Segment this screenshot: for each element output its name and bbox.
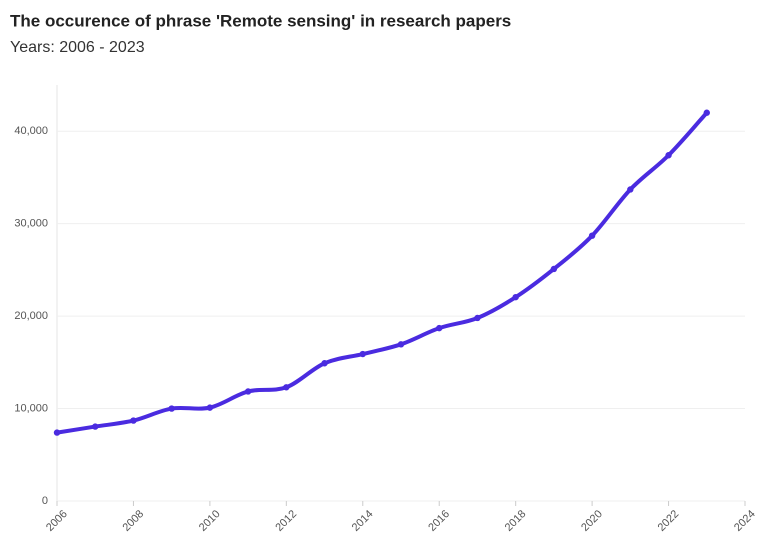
x-tick-label: 2024 bbox=[732, 508, 758, 534]
data-point bbox=[244, 388, 252, 395]
x-tick-label: 2006 bbox=[44, 508, 70, 534]
x-tick-label: 2016 bbox=[426, 508, 452, 534]
x-tick-label: 2008 bbox=[120, 508, 146, 534]
chart-title: The occurence of phrase 'Remote sensing'… bbox=[10, 11, 511, 30]
x-tick-label: 2018 bbox=[503, 508, 529, 534]
x-tick-label: 2010 bbox=[197, 508, 223, 534]
data-point bbox=[283, 384, 290, 391]
data-point bbox=[206, 404, 214, 411]
x-tick-label: 2020 bbox=[579, 508, 605, 534]
data-point bbox=[436, 324, 443, 332]
y-tick-label: 20,000 bbox=[14, 310, 48, 322]
x-tick-label: 2014 bbox=[350, 508, 376, 534]
data-point bbox=[550, 265, 558, 273]
y-tick-label: 10,000 bbox=[14, 402, 48, 414]
data-point bbox=[397, 341, 405, 348]
y-tick-label: 40,000 bbox=[14, 125, 48, 137]
data-point bbox=[92, 423, 99, 430]
x-tick-label: 2022 bbox=[656, 508, 682, 534]
y-tick-label: 0 bbox=[42, 495, 48, 507]
data-point bbox=[588, 232, 596, 239]
chart-subtitle: Years: 2006 - 2023 bbox=[10, 39, 145, 56]
data-point bbox=[359, 350, 366, 358]
series-line bbox=[56, 111, 709, 435]
data-point bbox=[665, 152, 672, 159]
data-point bbox=[321, 360, 328, 367]
data-point bbox=[512, 293, 519, 301]
y-tick-label: 30,000 bbox=[14, 218, 48, 230]
data-point bbox=[703, 109, 710, 116]
data-point bbox=[130, 417, 137, 424]
x-tick-label: 2012 bbox=[273, 508, 299, 534]
data-point bbox=[627, 186, 634, 193]
data-point bbox=[53, 429, 61, 436]
data-point bbox=[474, 314, 481, 322]
data-point bbox=[168, 405, 175, 412]
